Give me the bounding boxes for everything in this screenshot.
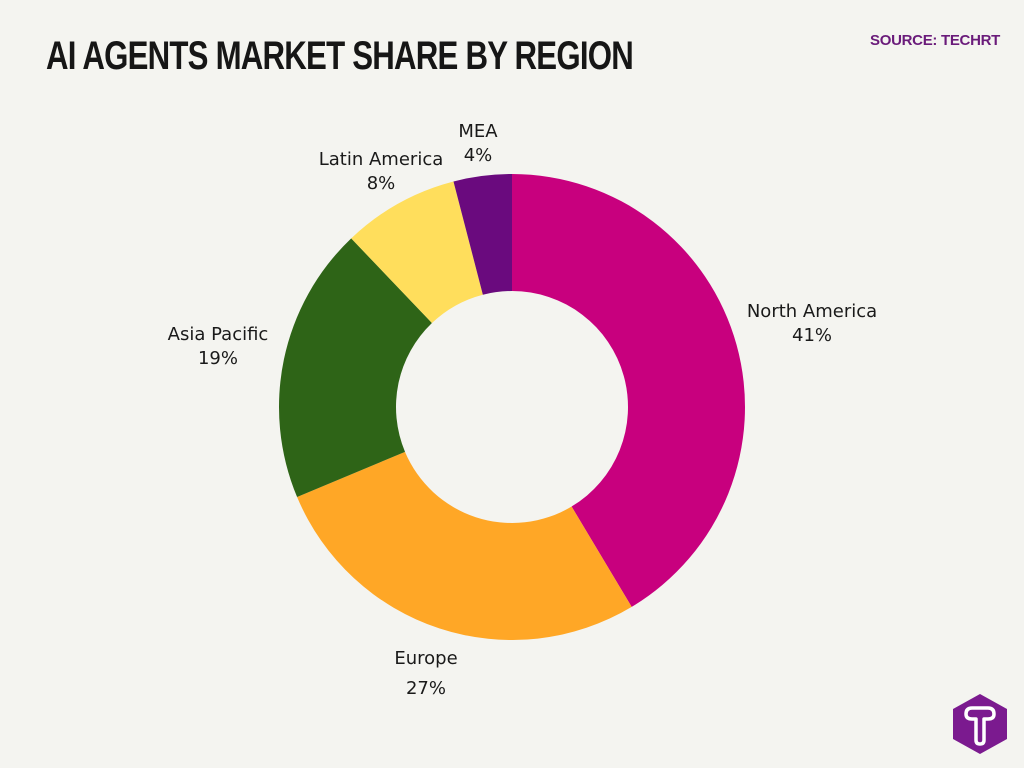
source-label: SOURCE: TECHRT (870, 32, 1000, 49)
label-europe: Europe 27% (394, 644, 457, 704)
slice-mea (453, 174, 512, 295)
chart-title: AI AGENTS MARKET SHARE BY REGION (46, 34, 634, 78)
techrt-logo-icon (953, 694, 1007, 754)
slice-latin-america (351, 181, 483, 324)
label-value: 4% (463, 145, 493, 166)
slice-asia-pacific (279, 238, 432, 498)
label-value: 41% (791, 325, 833, 346)
label-value: 27% (405, 678, 446, 699)
slice-north-america (512, 174, 746, 607)
label-asia-pacific: Asia Pacific 19% (168, 323, 269, 371)
label-north-america: North America 41% (747, 300, 877, 348)
label-name: MEA (458, 121, 498, 142)
slice-europe (297, 451, 632, 640)
label-name: Asia Pacific (167, 324, 269, 345)
label-mea: MEA 4% (458, 120, 497, 168)
label-value: 19% (197, 348, 238, 369)
label-name: Latin America (318, 149, 444, 170)
label-value: 8% (366, 173, 396, 194)
label-latin-america: Latin America 8% (319, 148, 444, 196)
label-name: North America (746, 301, 878, 322)
label-name: Europe (394, 648, 458, 669)
